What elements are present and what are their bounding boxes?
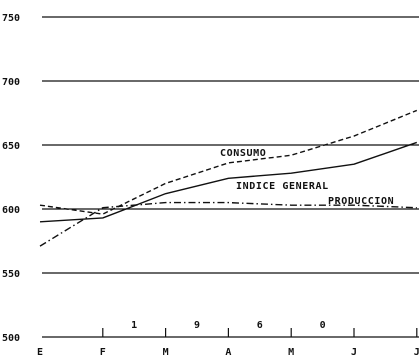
year-digit-0: 1 [131,320,137,331]
series-line-produccion [39,201,417,247]
x-tick-label-1: F [100,347,106,358]
series-line-consumo [39,109,418,215]
series-label-indice-general: INDICE GENERAL [236,181,329,192]
x-tick-label-5: J [351,347,357,358]
y-tick-label-750: 750 [2,13,20,24]
year-digit-3: 0 [320,320,326,331]
year-digit-2: 6 [257,320,263,331]
y-tick-label-700: 700 [2,77,20,88]
y-tick-label-650: 650 [2,141,20,152]
y-tick-label-500: 500 [2,333,20,344]
x-tick-label-3: A [225,347,231,358]
series-line-indice-general [39,141,418,223]
series-label-produccion: PRODUCCION [328,196,394,207]
x-tick-label-4: M [288,347,294,358]
y-tick-label-550: 550 [2,269,20,280]
y-tick-label-600: 600 [2,205,20,216]
x-tick-label-0: E [37,347,43,358]
x-tick-label-2: M [163,347,169,358]
year-digit-1: 9 [194,320,200,331]
series-label-consumo: CONSUMO [220,148,266,159]
x-tick-label-6: J [414,347,419,358]
